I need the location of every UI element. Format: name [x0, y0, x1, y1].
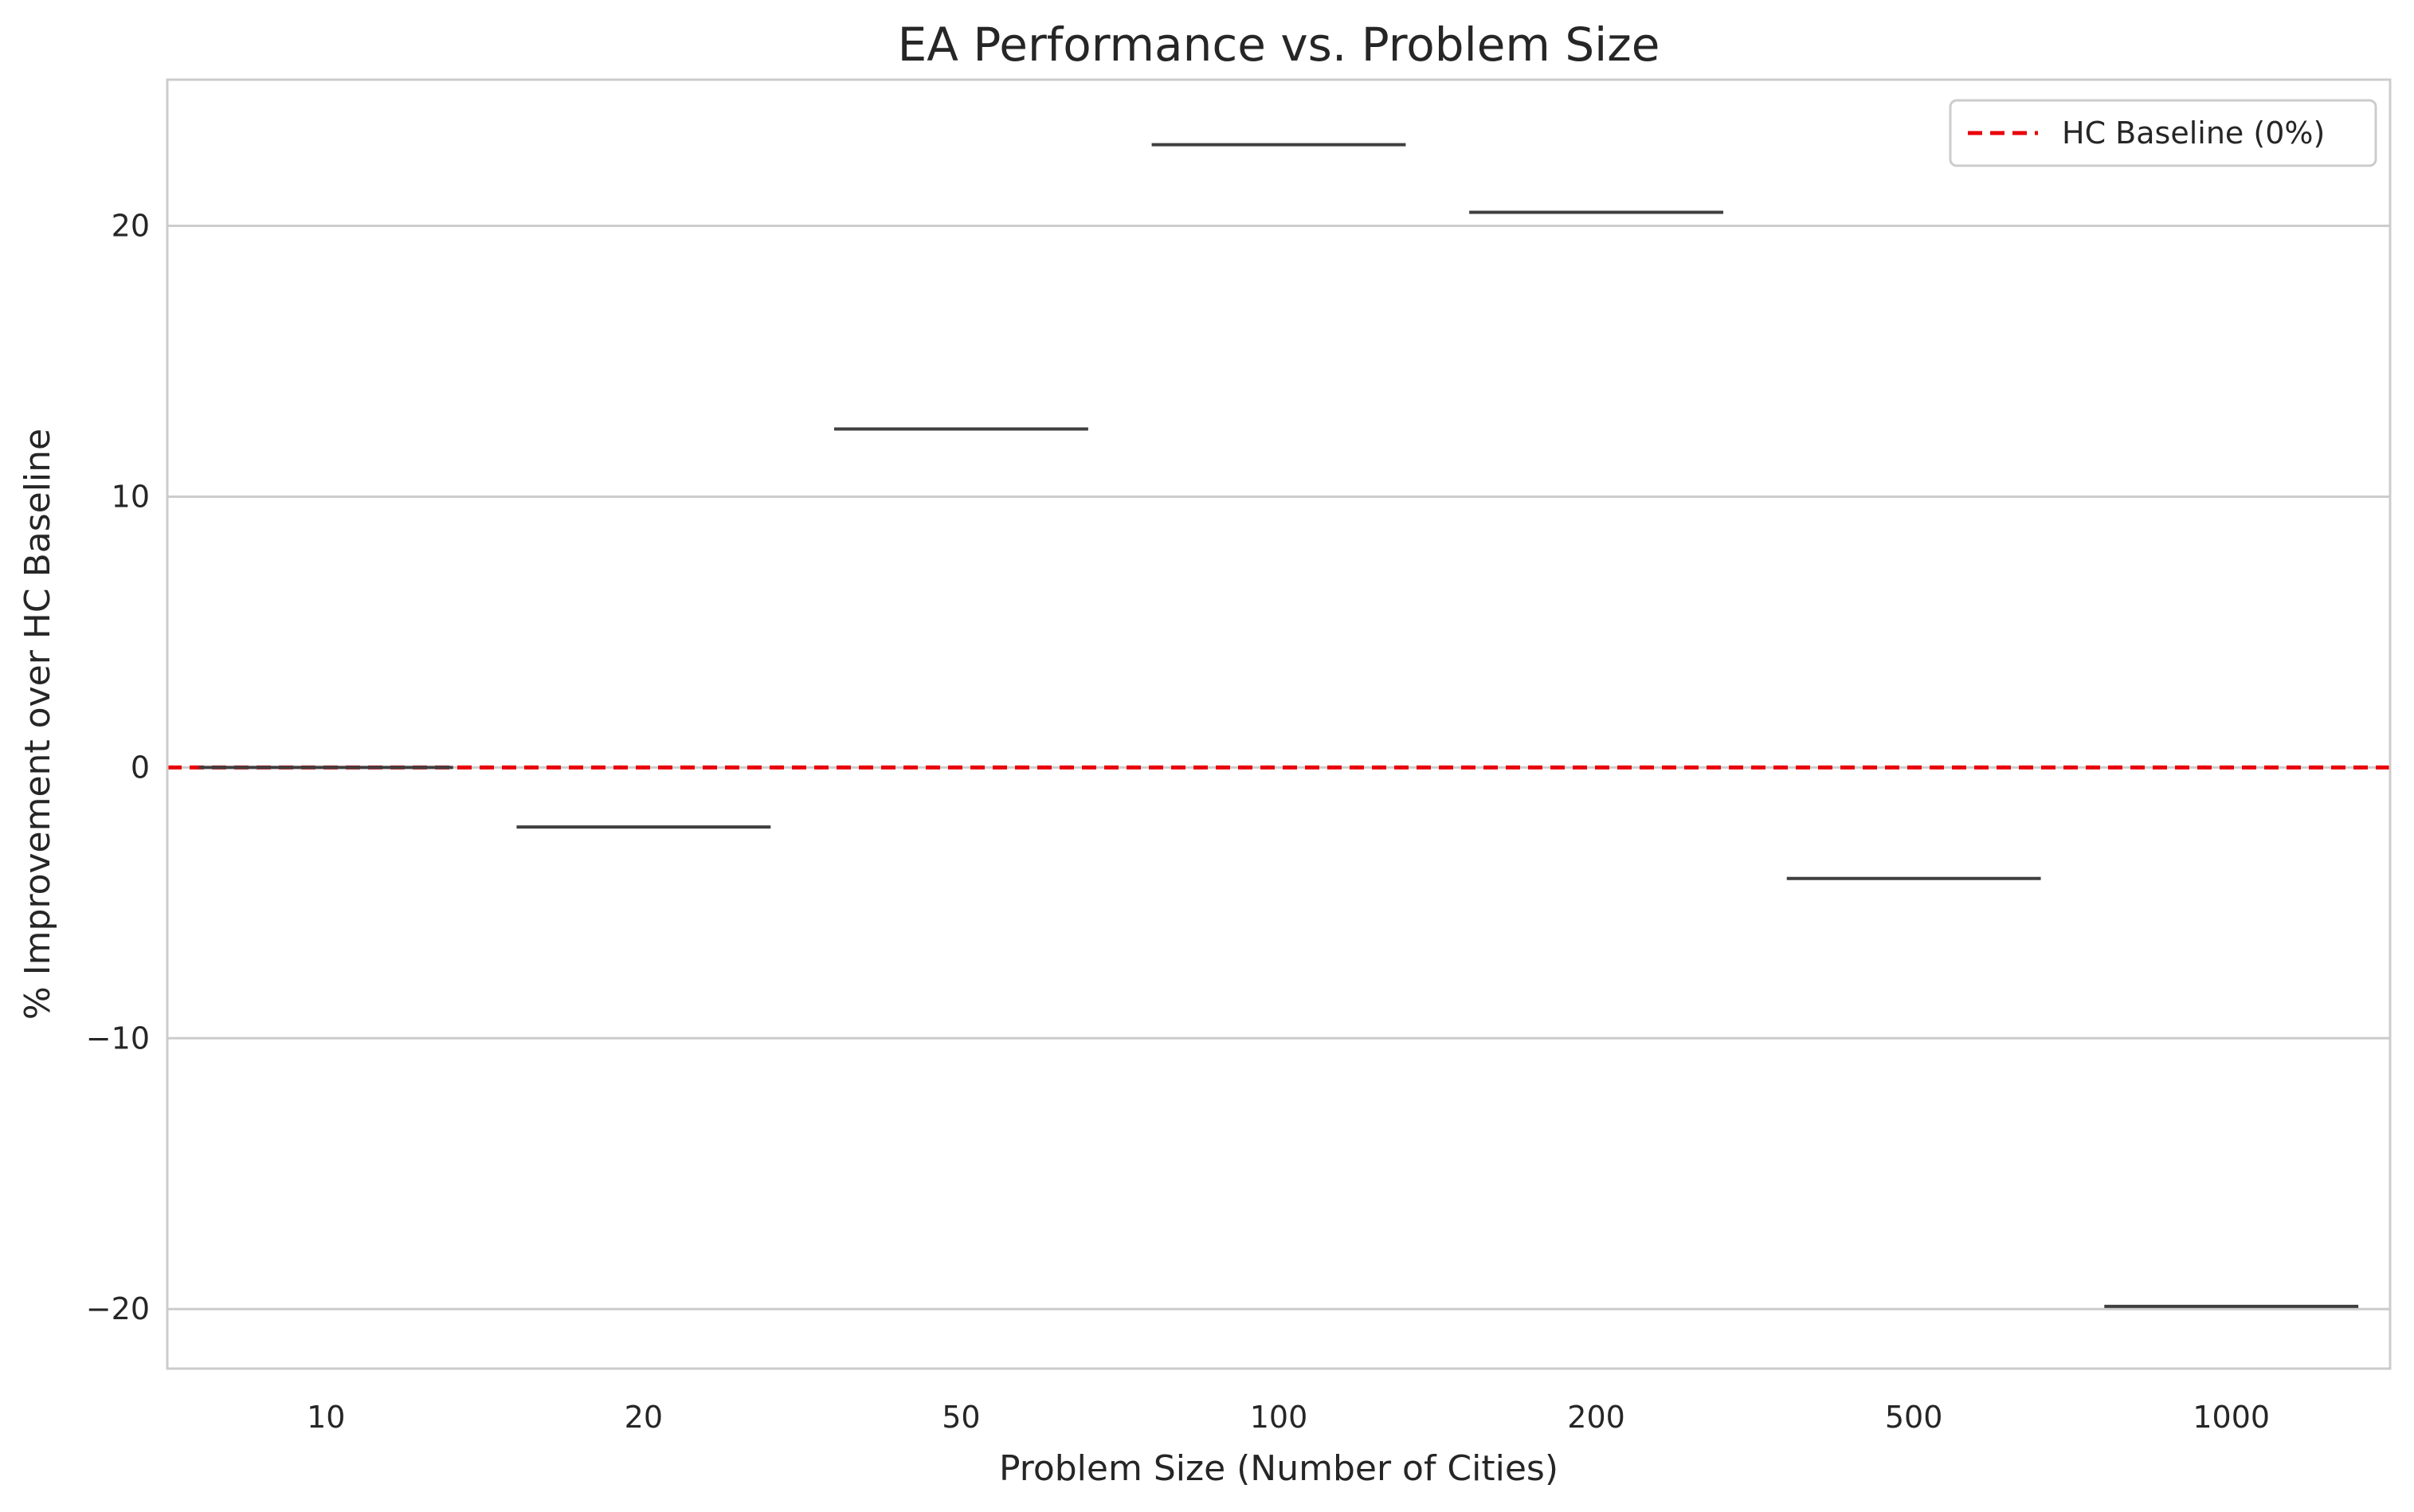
legend: HC Baseline (0%) — [1949, 99, 2377, 167]
y-tick-label: −20 — [86, 1291, 150, 1326]
legend-box — [1949, 99, 2377, 167]
y-tick-label: 0 — [131, 750, 150, 785]
x-tick-label: 50 — [942, 1400, 980, 1435]
marks-layer — [198, 143, 2359, 1308]
tick-layer: −20 −10 0 10 20 10 20 50 100 200 500 1000 — [86, 209, 2270, 1435]
y-tick-label: 10 — [112, 479, 150, 514]
x-tick-label: 500 — [1885, 1400, 1943, 1435]
x-tick-label: 10 — [307, 1400, 345, 1435]
chart-title: EA Performance vs. Problem Size — [898, 18, 1660, 72]
x-tick-label: 100 — [1250, 1400, 1308, 1435]
y-tick-label: −10 — [86, 1020, 150, 1056]
y-tick-label: 20 — [112, 209, 150, 244]
plot-frame — [166, 78, 2392, 1370]
x-tick-label: 200 — [1567, 1400, 1625, 1435]
legend-entry-baseline: HC Baseline (0%) — [2062, 116, 2325, 151]
y-axis-label: % Improvement over HC Baseline — [18, 429, 58, 1020]
x-axis-label: Problem Size (Number of Cities) — [999, 1448, 1558, 1489]
x-tick-label: 1000 — [2193, 1400, 2270, 1435]
x-tick-label: 20 — [625, 1400, 663, 1435]
